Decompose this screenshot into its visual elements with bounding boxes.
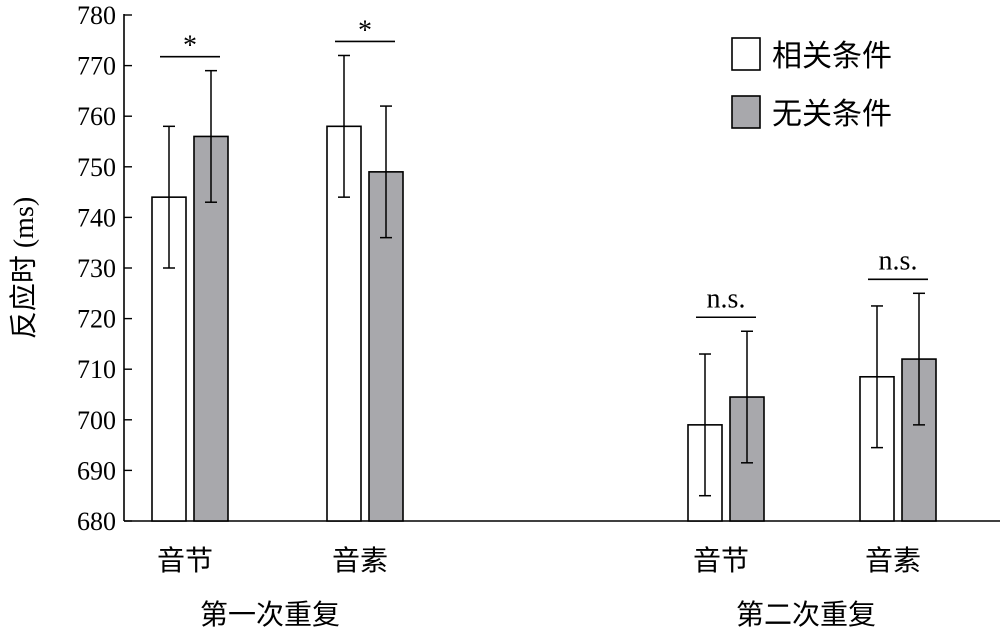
category-label: 音节 [157, 545, 213, 577]
y-tick-label: 690 [77, 456, 116, 485]
legend-swatch [731, 95, 761, 129]
group-label: 第一次重复 [200, 599, 340, 631]
category-label: 音素 [332, 545, 388, 577]
bar-related [151, 196, 187, 522]
axes: 680 690 700 710 720 730 740 750 760 770 780 [77, 1, 1000, 536]
group-label: 第二次重复 [736, 599, 876, 631]
category-label: 音节 [693, 545, 749, 577]
y-tick-label: 730 [77, 254, 116, 283]
significance-label: n.s. [707, 283, 746, 314]
y-axis-label: 反应时 (ms) [8, 197, 40, 339]
legend-label: 相关条件 [772, 40, 892, 73]
y-tick-label: 750 [77, 153, 116, 182]
y-tick-label: 710 [77, 355, 116, 384]
y-tick-label: 700 [77, 406, 116, 435]
y-tick-label: 680 [77, 507, 116, 536]
y-tick-label: 740 [77, 203, 116, 232]
y-tick-label: 780 [77, 1, 116, 30]
y-tick-label: 770 [77, 52, 116, 81]
y-tick-label: 760 [77, 102, 116, 131]
legend-swatch [731, 37, 761, 71]
significance-label: * [358, 15, 372, 46]
bar-related [326, 125, 362, 522]
category-label: 音素 [865, 545, 921, 577]
significance-label: * [183, 31, 197, 62]
legend-label: 无关条件 [772, 98, 892, 131]
significance-label: n.s. [879, 245, 918, 276]
y-tick-label: 720 [77, 305, 116, 334]
